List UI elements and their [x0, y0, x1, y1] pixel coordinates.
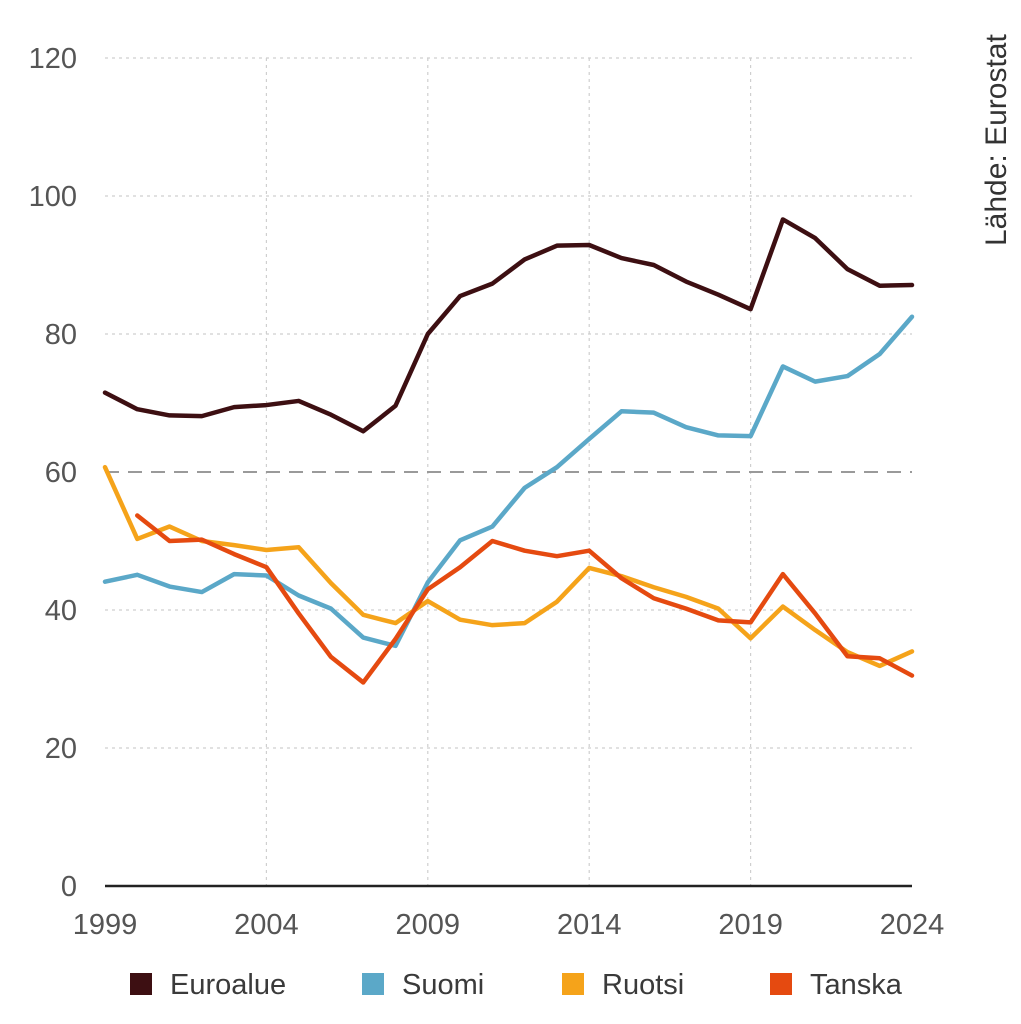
legend: Euroalue Suomi Ruotsi Tanska	[130, 969, 903, 1001]
x-tick-label: 2009	[396, 909, 461, 941]
series-lines	[102, 217, 915, 685]
legend-swatch	[130, 973, 152, 995]
x-tick-label: 2004	[234, 909, 299, 941]
x-tick-label: 1999	[73, 909, 138, 941]
x-tick-label: 2019	[718, 909, 783, 941]
legend-swatch	[362, 973, 384, 995]
legend-item-tanska: Tanska	[770, 969, 903, 1001]
legend-label: Suomi	[402, 969, 484, 1001]
series-line-suomi	[102, 314, 915, 649]
legend-item-suomi: Suomi	[362, 969, 484, 1001]
x-axis-tick-labels: 1999 2004 2009 2014 2019 2024	[73, 909, 945, 941]
x-tick-label: 2014	[557, 909, 622, 941]
y-tick-label: 100	[29, 181, 77, 213]
legend-item-euroalue: Euroalue	[130, 969, 286, 1001]
legend-swatch	[770, 973, 792, 995]
legend-label: Tanska	[810, 969, 903, 1001]
series-line-euroalue	[102, 217, 915, 434]
y-axis-tick-labels: 0 20 40 60 80 100 120	[29, 43, 77, 903]
y-tick-label: 40	[45, 595, 77, 627]
legend-label: Euroalue	[170, 969, 286, 1001]
y-tick-label: 80	[45, 319, 77, 351]
y-tick-label: 0	[61, 871, 77, 903]
legend-label: Ruotsi	[602, 969, 684, 1001]
series-line-tanska	[135, 513, 915, 685]
legend-swatch	[562, 973, 584, 995]
y-tick-label: 20	[45, 733, 77, 765]
y-tick-label: 60	[45, 457, 77, 489]
x-tick-label: 2024	[880, 909, 945, 941]
series-line-ruotsi	[102, 464, 915, 669]
legend-item-ruotsi: Ruotsi	[562, 969, 684, 1001]
y-tick-label: 120	[29, 43, 77, 75]
source-label: Lähde: Eurostat	[980, 34, 1013, 246]
